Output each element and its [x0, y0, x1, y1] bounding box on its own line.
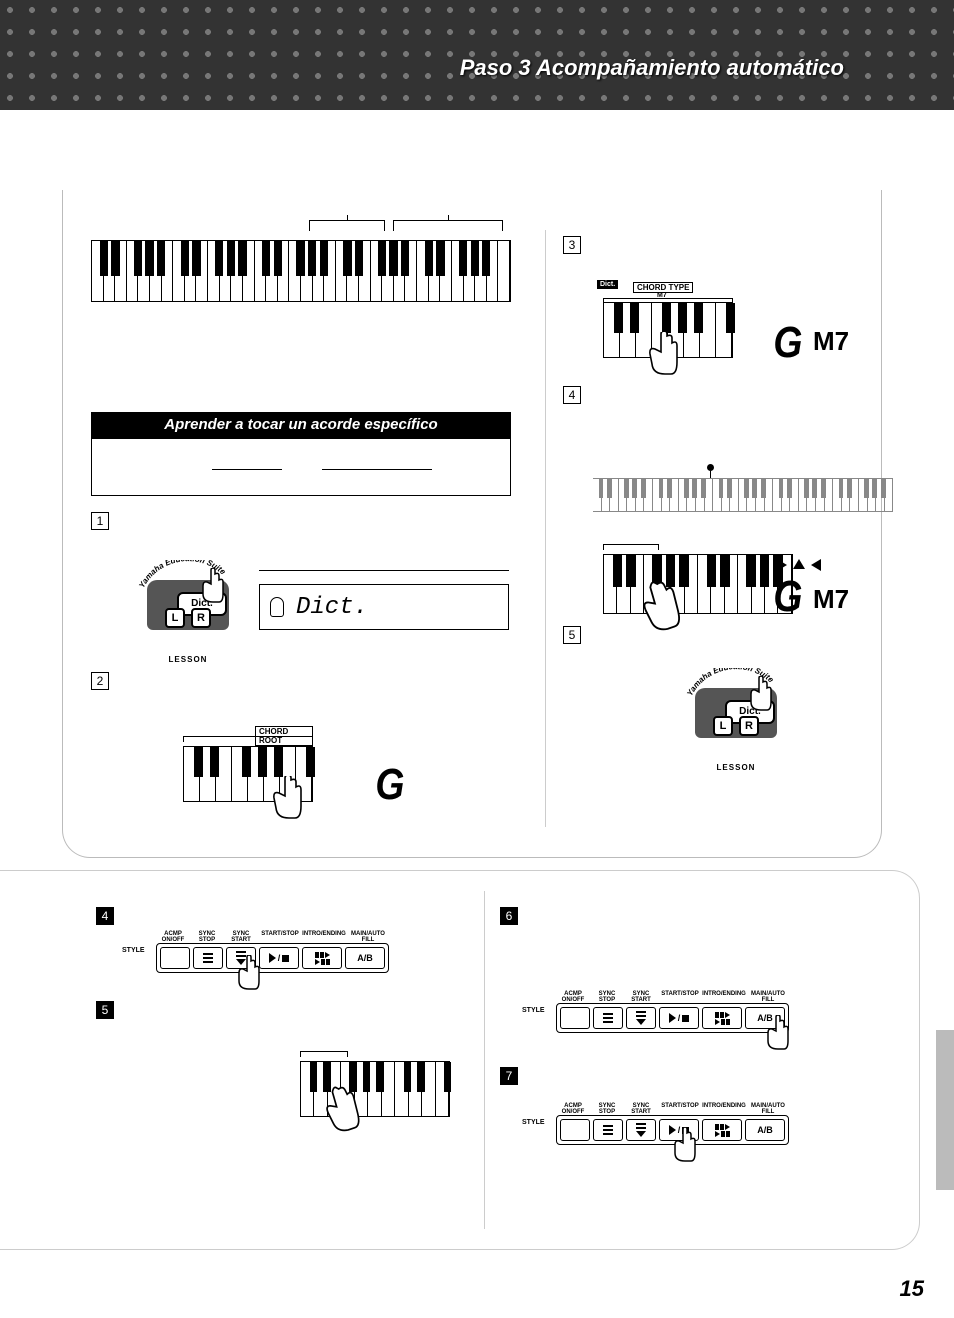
- panel-divider: [484, 891, 485, 1229]
- panel-dictionary: Aprender a tocar un acorde específico 1 …: [62, 190, 882, 858]
- lesson-label: LESSON: [681, 763, 791, 772]
- section-title: Búsqueda de acordes en el diccionario: [62, 142, 570, 190]
- sub-heading: Aprender a tocar un acorde específico: [91, 412, 511, 438]
- step-5-solid-marker: 5: [96, 1001, 114, 1019]
- full-range-keyboard: [593, 478, 893, 512]
- page-number: 15: [900, 1276, 924, 1302]
- step-4-solid-marker: 4: [96, 907, 114, 925]
- sub-heading-box: [91, 438, 511, 496]
- chord-m7-display: M7: [813, 584, 849, 615]
- chord-g-display: G: [771, 318, 803, 368]
- finger-icon: [745, 676, 775, 712]
- chord-root-keyboard: CHORD ROOT: [183, 746, 313, 802]
- lcd-icon: [270, 597, 284, 617]
- panel-divider: [545, 230, 546, 827]
- hand-icon: [267, 776, 307, 822]
- lesson-l-button: L: [165, 608, 185, 628]
- lcd-display: Dict.: [259, 584, 509, 630]
- chord-type-keyboard: Dict. CHORD TYPE M7: [603, 302, 733, 358]
- dict-button-badge: Yamaha Education Suite Dict. L R LESSON: [133, 560, 243, 650]
- panel-style-controls: 4 STYLEACMPON/OFFSYNCSTOPSYNCSTARTSTART/…: [0, 870, 920, 1250]
- lcd-text: Dict.: [296, 594, 368, 621]
- step-6-solid-marker: 6: [500, 907, 518, 925]
- lesson-r-button: R: [191, 608, 211, 628]
- step-2-marker: 2: [91, 672, 109, 690]
- page-header: Paso 3 Acompañamiento automático: [0, 0, 954, 110]
- hand-icon: [323, 1086, 365, 1134]
- lesson-r-button: R: [739, 716, 759, 736]
- full-keyboard-diagram: [91, 240, 511, 302]
- dict-chip: Dict.: [597, 280, 618, 289]
- step-1-marker: 1: [91, 512, 109, 530]
- lesson-label: LESSON: [133, 655, 243, 664]
- dict-button-badge: Yamaha Education Suite Dict. L R LESSON: [681, 668, 791, 758]
- step-4-marker: 4: [563, 386, 581, 404]
- play-chord-keyboard: [603, 554, 793, 614]
- hand-icon: [640, 581, 686, 634]
- chord-m7-display: M7: [813, 326, 849, 357]
- step-3-marker: 3: [563, 236, 581, 254]
- accompaniment-keyboard: [300, 1061, 450, 1117]
- step-7-solid-marker: 7: [500, 1067, 518, 1085]
- finger-icon: [197, 568, 227, 604]
- step-5-marker: 5: [563, 626, 581, 644]
- chord-g-display: G: [373, 760, 405, 810]
- header-title: Paso 3 Acompañamiento automático: [460, 55, 844, 81]
- lcd-top-line: [259, 570, 509, 571]
- lesson-l-button: L: [713, 716, 733, 736]
- chord-g-display: G: [771, 572, 803, 622]
- side-tab: [936, 1030, 954, 1190]
- hand-icon: [643, 332, 683, 378]
